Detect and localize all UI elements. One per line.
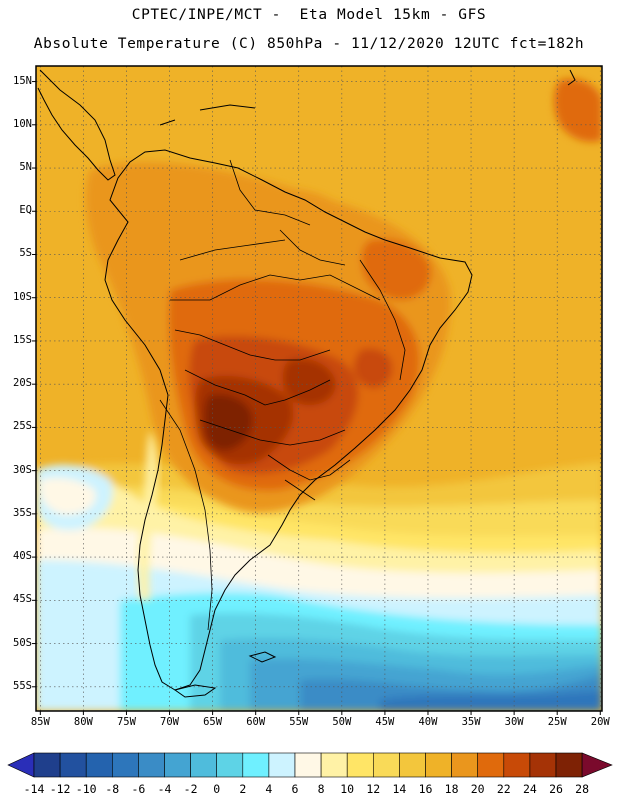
map-frame (35, 65, 603, 712)
colorbar-bin (425, 752, 452, 778)
lon-label: 80W (73, 716, 93, 728)
colorbar-bin (451, 752, 479, 778)
lon-label: 30W (504, 716, 524, 728)
band-m8 (380, 690, 602, 711)
colorbar-bin (503, 752, 531, 778)
warm-26 (204, 394, 253, 451)
coastlines (37, 69, 576, 698)
colorbar-bin (112, 752, 139, 778)
lat-label: 35S (13, 506, 32, 519)
colorbar-bin (346, 752, 374, 778)
colorbar-bin (320, 752, 348, 778)
lon-label: 50W (332, 716, 352, 728)
colorbar-label: 12 (366, 782, 381, 796)
chart-title-line1: CPTEC/INPE/MCT - Eta Model 15km - GFS (131, 7, 487, 23)
warm-24b (283, 358, 336, 405)
andes-stripe (137, 430, 159, 600)
lon-label: 45W (375, 716, 395, 728)
lat-label: 15N (13, 74, 32, 87)
colorbar (7, 752, 613, 778)
colorbar-bin (477, 752, 505, 778)
lat-label: 10N (13, 117, 32, 130)
lon-label: 70W (160, 716, 179, 728)
colorbar-label: -6 (131, 782, 146, 796)
lon-label: 25W (547, 716, 567, 728)
colorbar-label: 10 (340, 782, 355, 796)
lon-label: 20W (590, 716, 610, 728)
lat-label: 5S (19, 247, 32, 260)
lon-label: 60W (246, 716, 266, 728)
lon-label: 35W (461, 716, 481, 728)
lat-label: EQ (19, 204, 32, 217)
lon-label: 85W (30, 716, 50, 728)
colorbar-bin (555, 752, 583, 778)
colorbar-label: 4 (265, 782, 273, 796)
falklands (248, 651, 277, 663)
colorbar-label: 20 (470, 782, 485, 796)
colorbar-bin (138, 752, 165, 778)
lat-label: 30S (13, 463, 32, 476)
lat-label: 10S (13, 290, 32, 303)
lat-label: 15S (13, 333, 32, 346)
lat-label: 55S (13, 679, 32, 692)
central-america (37, 69, 116, 181)
colorbar-bin (529, 752, 557, 778)
colorbar-label: -12 (49, 782, 71, 796)
lat-label: 5N (19, 161, 32, 174)
country-borders (159, 159, 406, 631)
colorbar-label: 24 (522, 782, 537, 796)
colorbar-label: 26 (549, 782, 563, 796)
colorbar-label: 8 (317, 782, 325, 796)
warm-20b (361, 238, 431, 300)
colorbar-label: 16 (418, 782, 433, 796)
warm-18b (264, 188, 346, 240)
colorbar-high-arrow (581, 752, 613, 778)
colorbar-bin (294, 752, 322, 778)
colorbar-label: -4 (157, 782, 172, 796)
colorbar-label: -8 (105, 782, 120, 796)
pacific-cool-core (40, 477, 96, 515)
lon-label: 40W (418, 716, 438, 728)
colorbar-bin (85, 752, 113, 778)
lat-label: 25S (13, 420, 32, 433)
colorbar-label: -14 (23, 782, 45, 796)
colorbar-label: 22 (496, 782, 511, 796)
colorbar-bin (399, 752, 426, 778)
south-america-coastline (104, 149, 473, 691)
colorbar-bin (268, 752, 296, 778)
colorbar-label: 14 (392, 782, 407, 796)
colorbar-bin (242, 752, 270, 778)
chart-title-line2: Absolute Temperature (C) 850hPa - 11/12/… (33, 36, 585, 52)
colorbar-label: 18 (444, 782, 459, 796)
colorbar-bin (216, 752, 244, 778)
lat-label: 40S (13, 550, 32, 563)
lat-label: 50S (13, 636, 32, 649)
axis-ticks (32, 81, 601, 715)
colorbar-bin (164, 752, 191, 778)
colorbar-bin (372, 752, 400, 778)
lat-label: 45S (13, 593, 32, 606)
colorbar-bin (33, 752, 61, 778)
lon-label: 65W (203, 716, 223, 728)
warm-22b (353, 348, 393, 388)
colorbar-label: 6 (291, 782, 299, 796)
colorbar-bin (190, 752, 218, 778)
colorbar-low-arrow (7, 752, 35, 778)
lon-label: 55W (289, 716, 309, 728)
colorbar-label: -2 (183, 782, 198, 796)
caribbean (159, 69, 576, 126)
colorbar-label: 28 (575, 782, 590, 796)
colorbar-label: -10 (75, 782, 97, 796)
warm-atlantic-ne (554, 78, 602, 142)
lat-label: 20S (13, 377, 32, 390)
temperature-field (36, 66, 602, 711)
lon-label: 75W (116, 716, 136, 728)
colorbar-label: 0 (213, 782, 221, 796)
colorbar-bin (59, 752, 87, 778)
colorbar-label: 2 (239, 782, 247, 796)
tierra-del-fuego (173, 684, 217, 698)
